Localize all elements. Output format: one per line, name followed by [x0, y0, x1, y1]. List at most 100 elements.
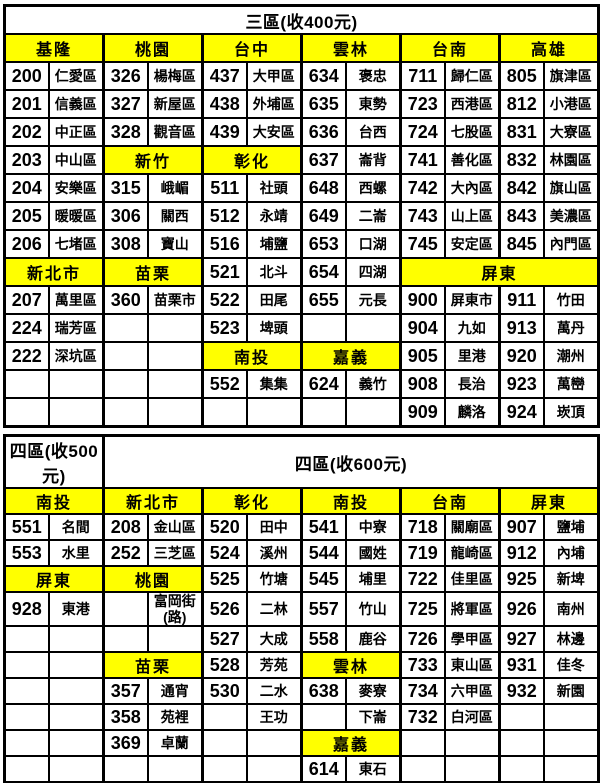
table-row: 552 集集 624 義竹 908 長治 923 萬巒	[3, 369, 600, 399]
empty-cell	[102, 625, 149, 653]
postal-code-cell: 634	[300, 61, 347, 91]
postal-code-cell: 920	[498, 341, 545, 371]
postal-code-cell: 831	[498, 117, 545, 147]
empty-cell	[146, 313, 204, 343]
postal-code-cell: 911	[498, 285, 545, 315]
postal-code-cell: 511	[201, 173, 248, 203]
table-row: 207 萬里區 360 苗栗市 522 田尾 655 元長 900 屏東市 911 竹田	[3, 285, 600, 315]
postal-code-cell: 635	[300, 89, 347, 119]
district-name-cell: 埔里	[344, 565, 402, 593]
empty-cell	[201, 755, 248, 783]
district-name-cell: 埤頭	[245, 313, 303, 343]
table-row: 357 通宵 530 二水 638 麥寮 734 六甲區 932 新園	[3, 677, 600, 705]
postal-code-cell: 527	[201, 625, 248, 653]
district-name-cell: 東港	[47, 591, 105, 627]
district-name-cell: 南州	[542, 591, 600, 627]
region-header-cell: 南投	[201, 341, 303, 371]
empty-cell	[3, 729, 50, 757]
postal-code-cell: 719	[399, 539, 446, 567]
empty-cell	[47, 703, 105, 731]
postal-code-cell: 327	[102, 89, 149, 119]
empty-cell	[102, 341, 149, 371]
postal-code-cell: 437	[201, 61, 248, 91]
table-row: 527 大成 558 鹿谷 726 學甲區 927 林邊	[3, 625, 600, 653]
district-name-cell: 新屋區	[146, 89, 204, 119]
table-title-cell: 四區(收600元)	[101, 434, 600, 489]
postal-code-cell: 528	[201, 651, 248, 679]
district-name-cell: 屏東市	[443, 285, 501, 315]
postal-code-cell: 541	[300, 513, 347, 541]
postal-code-cell: 624	[300, 369, 347, 399]
district-name-cell: 大寮區	[542, 117, 600, 147]
district-name-cell: 美濃區	[542, 201, 600, 231]
district-name-cell: 東石	[344, 755, 402, 783]
district-name-cell: 旗山區	[542, 173, 600, 203]
district-name-cell: 東山區	[443, 651, 501, 679]
postal-code-cell: 438	[201, 89, 248, 119]
district-name-cell: 崁頂	[542, 397, 600, 428]
empty-cell	[201, 703, 248, 731]
district-name-cell: 褒忠	[344, 61, 402, 91]
region-header-cell: 南投	[3, 487, 105, 515]
empty-cell	[498, 703, 545, 731]
empty-cell	[542, 755, 600, 783]
district-name-cell: 大成	[245, 625, 303, 653]
empty-cell	[399, 755, 446, 783]
district-name-cell: 芳苑	[245, 651, 303, 679]
postal-code-cell: 905	[399, 341, 446, 371]
district-name-cell: 鹿谷	[344, 625, 402, 653]
district-name-cell: 林園區	[542, 145, 600, 175]
region-header-cell: 彰化	[201, 487, 303, 515]
district-name-cell: 瑞芳區	[47, 313, 105, 343]
district-name-cell: 苑裡	[146, 703, 204, 731]
district-name-cell: 善化區	[443, 145, 501, 175]
postal-code-cell: 832	[498, 145, 545, 175]
postal-code-cell: 326	[102, 61, 149, 91]
district-name-cell: 義竹	[344, 369, 402, 399]
postal-code-cell: 733	[399, 651, 446, 679]
district-name-cell: 三芝區	[146, 539, 204, 567]
district-name-cell: 寶山	[146, 229, 204, 259]
postal-code-cell: 306	[102, 201, 149, 231]
district-name-cell: 北斗	[245, 257, 303, 287]
district-name-cell: 二水	[245, 677, 303, 705]
district-name-cell: 四湖	[344, 257, 402, 287]
postal-code-cell: 653	[300, 229, 347, 259]
empty-cell	[47, 369, 105, 399]
postal-code-cell: 805	[498, 61, 545, 91]
postal-code-cell: 204	[3, 173, 50, 203]
district-name-cell: 富岡街 (路)	[146, 591, 204, 627]
region-header-cell: 基隆	[3, 33, 105, 63]
empty-cell	[146, 625, 204, 653]
district-name-cell: 七堵區	[47, 229, 105, 259]
empty-cell	[344, 397, 402, 428]
district-name-cell: 元長	[344, 285, 402, 315]
postal-code-cell: 900	[399, 285, 446, 315]
district-name-cell: 通宵	[146, 677, 204, 705]
empty-cell	[300, 703, 347, 731]
postal-code-cell: 907	[498, 513, 545, 541]
district-name-cell: 名間	[47, 513, 105, 541]
district-name-cell: 國姓	[344, 539, 402, 567]
region-header-cell: 屏東	[398, 257, 600, 287]
zone4-fee-table: 四區(收500元) 四區(收600元) 南投 新北市 彰化 南投 台南 屏東 551 名間 208 金…	[3, 434, 600, 783]
empty-cell	[498, 755, 545, 783]
table-row: 基隆 桃園 台中 雲林 台南 高雄	[3, 33, 600, 63]
district-name-cell: 台西	[344, 117, 402, 147]
district-name-cell: 楊梅區	[146, 61, 204, 91]
region-header-cell: 台中	[201, 33, 303, 63]
empty-cell	[3, 625, 50, 653]
empty-cell	[47, 677, 105, 705]
postal-code-cell: 201	[3, 89, 50, 119]
postal-code-cell: 205	[3, 201, 50, 231]
district-name-cell: 白河區	[443, 703, 501, 731]
district-name-cell: 麟洛	[443, 397, 501, 428]
empty-cell	[300, 313, 347, 343]
postal-code-cell: 742	[399, 173, 446, 203]
district-name-cell: 二崙	[344, 201, 402, 231]
postal-code-cell: 925	[498, 565, 545, 593]
postal-code-cell: 638	[300, 677, 347, 705]
postal-code-cell: 908	[399, 369, 446, 399]
postal-code-cell: 203	[3, 145, 50, 175]
